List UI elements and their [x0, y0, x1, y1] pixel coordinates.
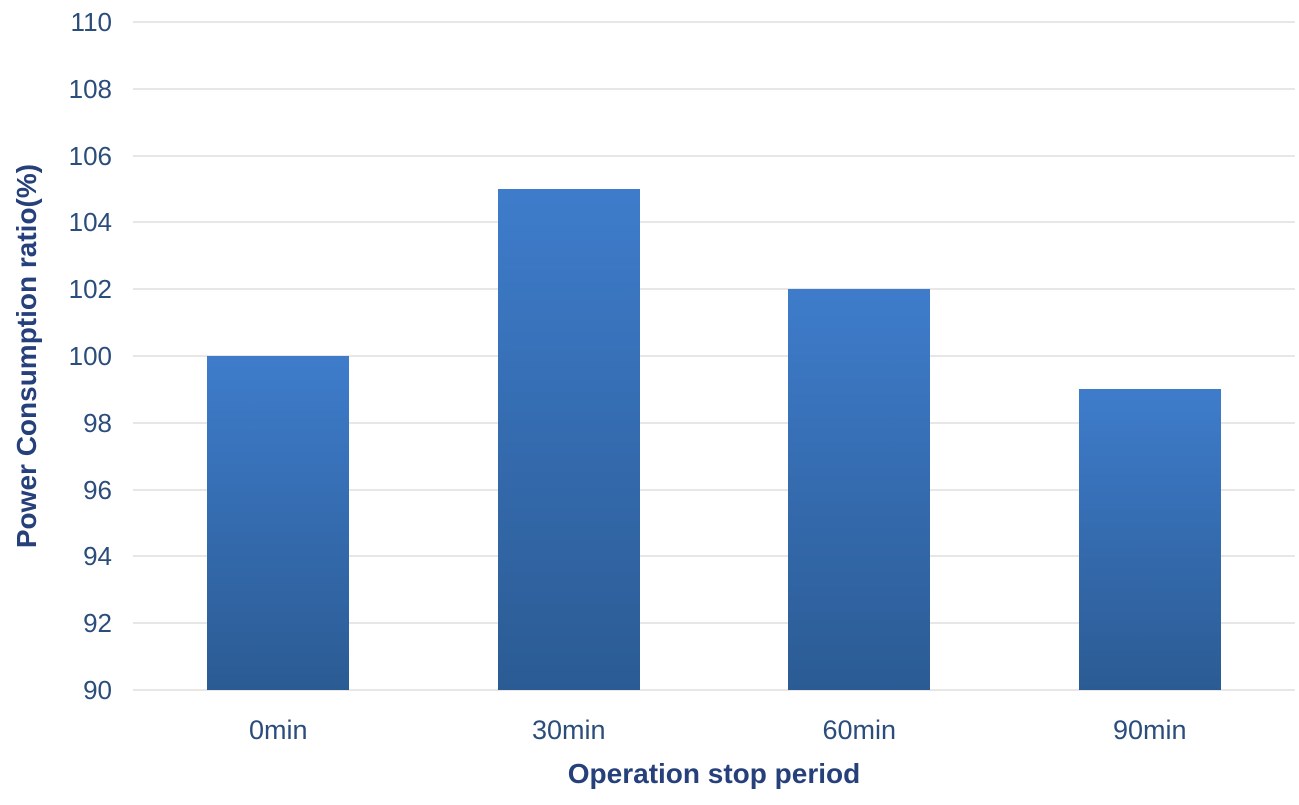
y-tick-label-110: 110 [70, 7, 112, 37]
gridline-100 [133, 355, 1295, 357]
x-tick-label-30min: 30min [531, 715, 606, 745]
gridline-104 [133, 221, 1295, 224]
y-tick-label-106: 106 [68, 140, 112, 171]
gridline-106 [133, 154, 1295, 157]
gridline-94 [133, 555, 1295, 558]
gridline-102 [133, 288, 1295, 291]
gridline-96 [133, 488, 1295, 491]
x-axis-title: Operation stop period [567, 758, 861, 789]
gridline-110 [133, 21, 1295, 23]
y-tick-label-104: 104 [68, 207, 112, 238]
gridline-90 [133, 689, 1295, 691]
x-axis-tick-labels: 0min 30min 60min 90min [133, 712, 1295, 748]
y-tick-label-100: 100 [68, 341, 112, 371]
y-tick-label-98: 98 [83, 407, 112, 438]
x-tick-label-90min: 90min [1112, 715, 1187, 745]
bar-30min [497, 189, 640, 690]
plot-area [133, 21, 1295, 691]
y-tick-label-94: 94 [83, 541, 112, 572]
y-tick-label-108: 108 [68, 73, 112, 104]
gridline-108 [133, 87, 1295, 90]
x-tick-label-0min: 0min [248, 715, 308, 745]
gridline-92 [133, 622, 1295, 625]
bar-0min [207, 356, 350, 690]
y-axis-tick-labels: 110 108 106 104 102 100 98 96 94 92 90 [0, 7, 112, 705]
x-tick-label-60min: 60min [822, 715, 897, 745]
y-tick-label-92: 92 [83, 608, 112, 639]
bar-90min [1078, 389, 1221, 690]
y-tick-label-90: 90 [83, 675, 112, 705]
gridline-98 [133, 421, 1295, 424]
bar-60min [788, 289, 931, 690]
y-tick-label-96: 96 [83, 474, 112, 505]
y-tick-label-102: 102 [68, 274, 112, 305]
